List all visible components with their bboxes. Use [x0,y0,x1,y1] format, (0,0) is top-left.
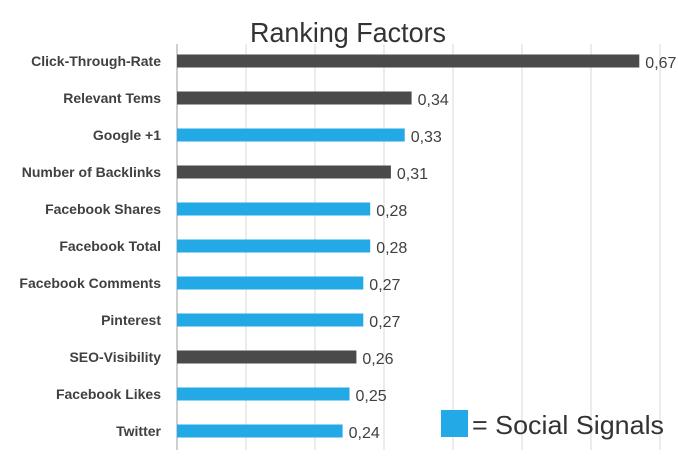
category-label: Relevant Tems [63,90,161,106]
value-label: 0,28 [376,203,407,220]
category-label: Number of Backlinks [22,164,161,180]
bar [177,350,357,364]
bar [177,91,412,105]
bar [177,313,364,327]
value-label: 0,25 [356,388,387,405]
chart-title: Ranking Factors [250,17,446,48]
bar [177,276,364,290]
value-label: 0,31 [397,166,428,183]
category-label: Facebook Likes [56,386,161,402]
value-label: 0,24 [349,425,380,442]
value-label: 0,27 [369,314,400,331]
value-label: 0,28 [376,240,407,257]
bars: Click-Through-Rate 0,67 Relevant Tems 0,34 G… [19,53,676,442]
category-label: Facebook Comments [19,275,161,291]
category-label: Pinterest [101,312,161,328]
category-label: Click-Through-Rate [31,53,161,69]
category-label: Facebook Total [59,238,161,254]
category-label: Google +1 [93,127,161,143]
bar [177,54,640,68]
value-label: 0,33 [411,129,442,146]
bar [177,202,371,216]
category-label: Twitter [116,423,161,439]
value-label: 0,67 [645,55,676,72]
category-label: Facebook Shares [45,201,161,217]
category-label: SEO-Visibility [69,349,161,365]
gridlines [176,44,661,450]
value-label: 0,27 [369,277,400,294]
legend-swatch [441,410,468,437]
bar [177,424,343,438]
value-label: 0,34 [418,92,449,109]
bar [177,239,371,253]
bar [177,165,391,179]
legend-label: = Social Signals [472,410,664,440]
bar [177,128,405,142]
value-label: 0,26 [362,351,393,368]
bar [177,387,350,401]
legend: = Social Signals [441,410,664,440]
